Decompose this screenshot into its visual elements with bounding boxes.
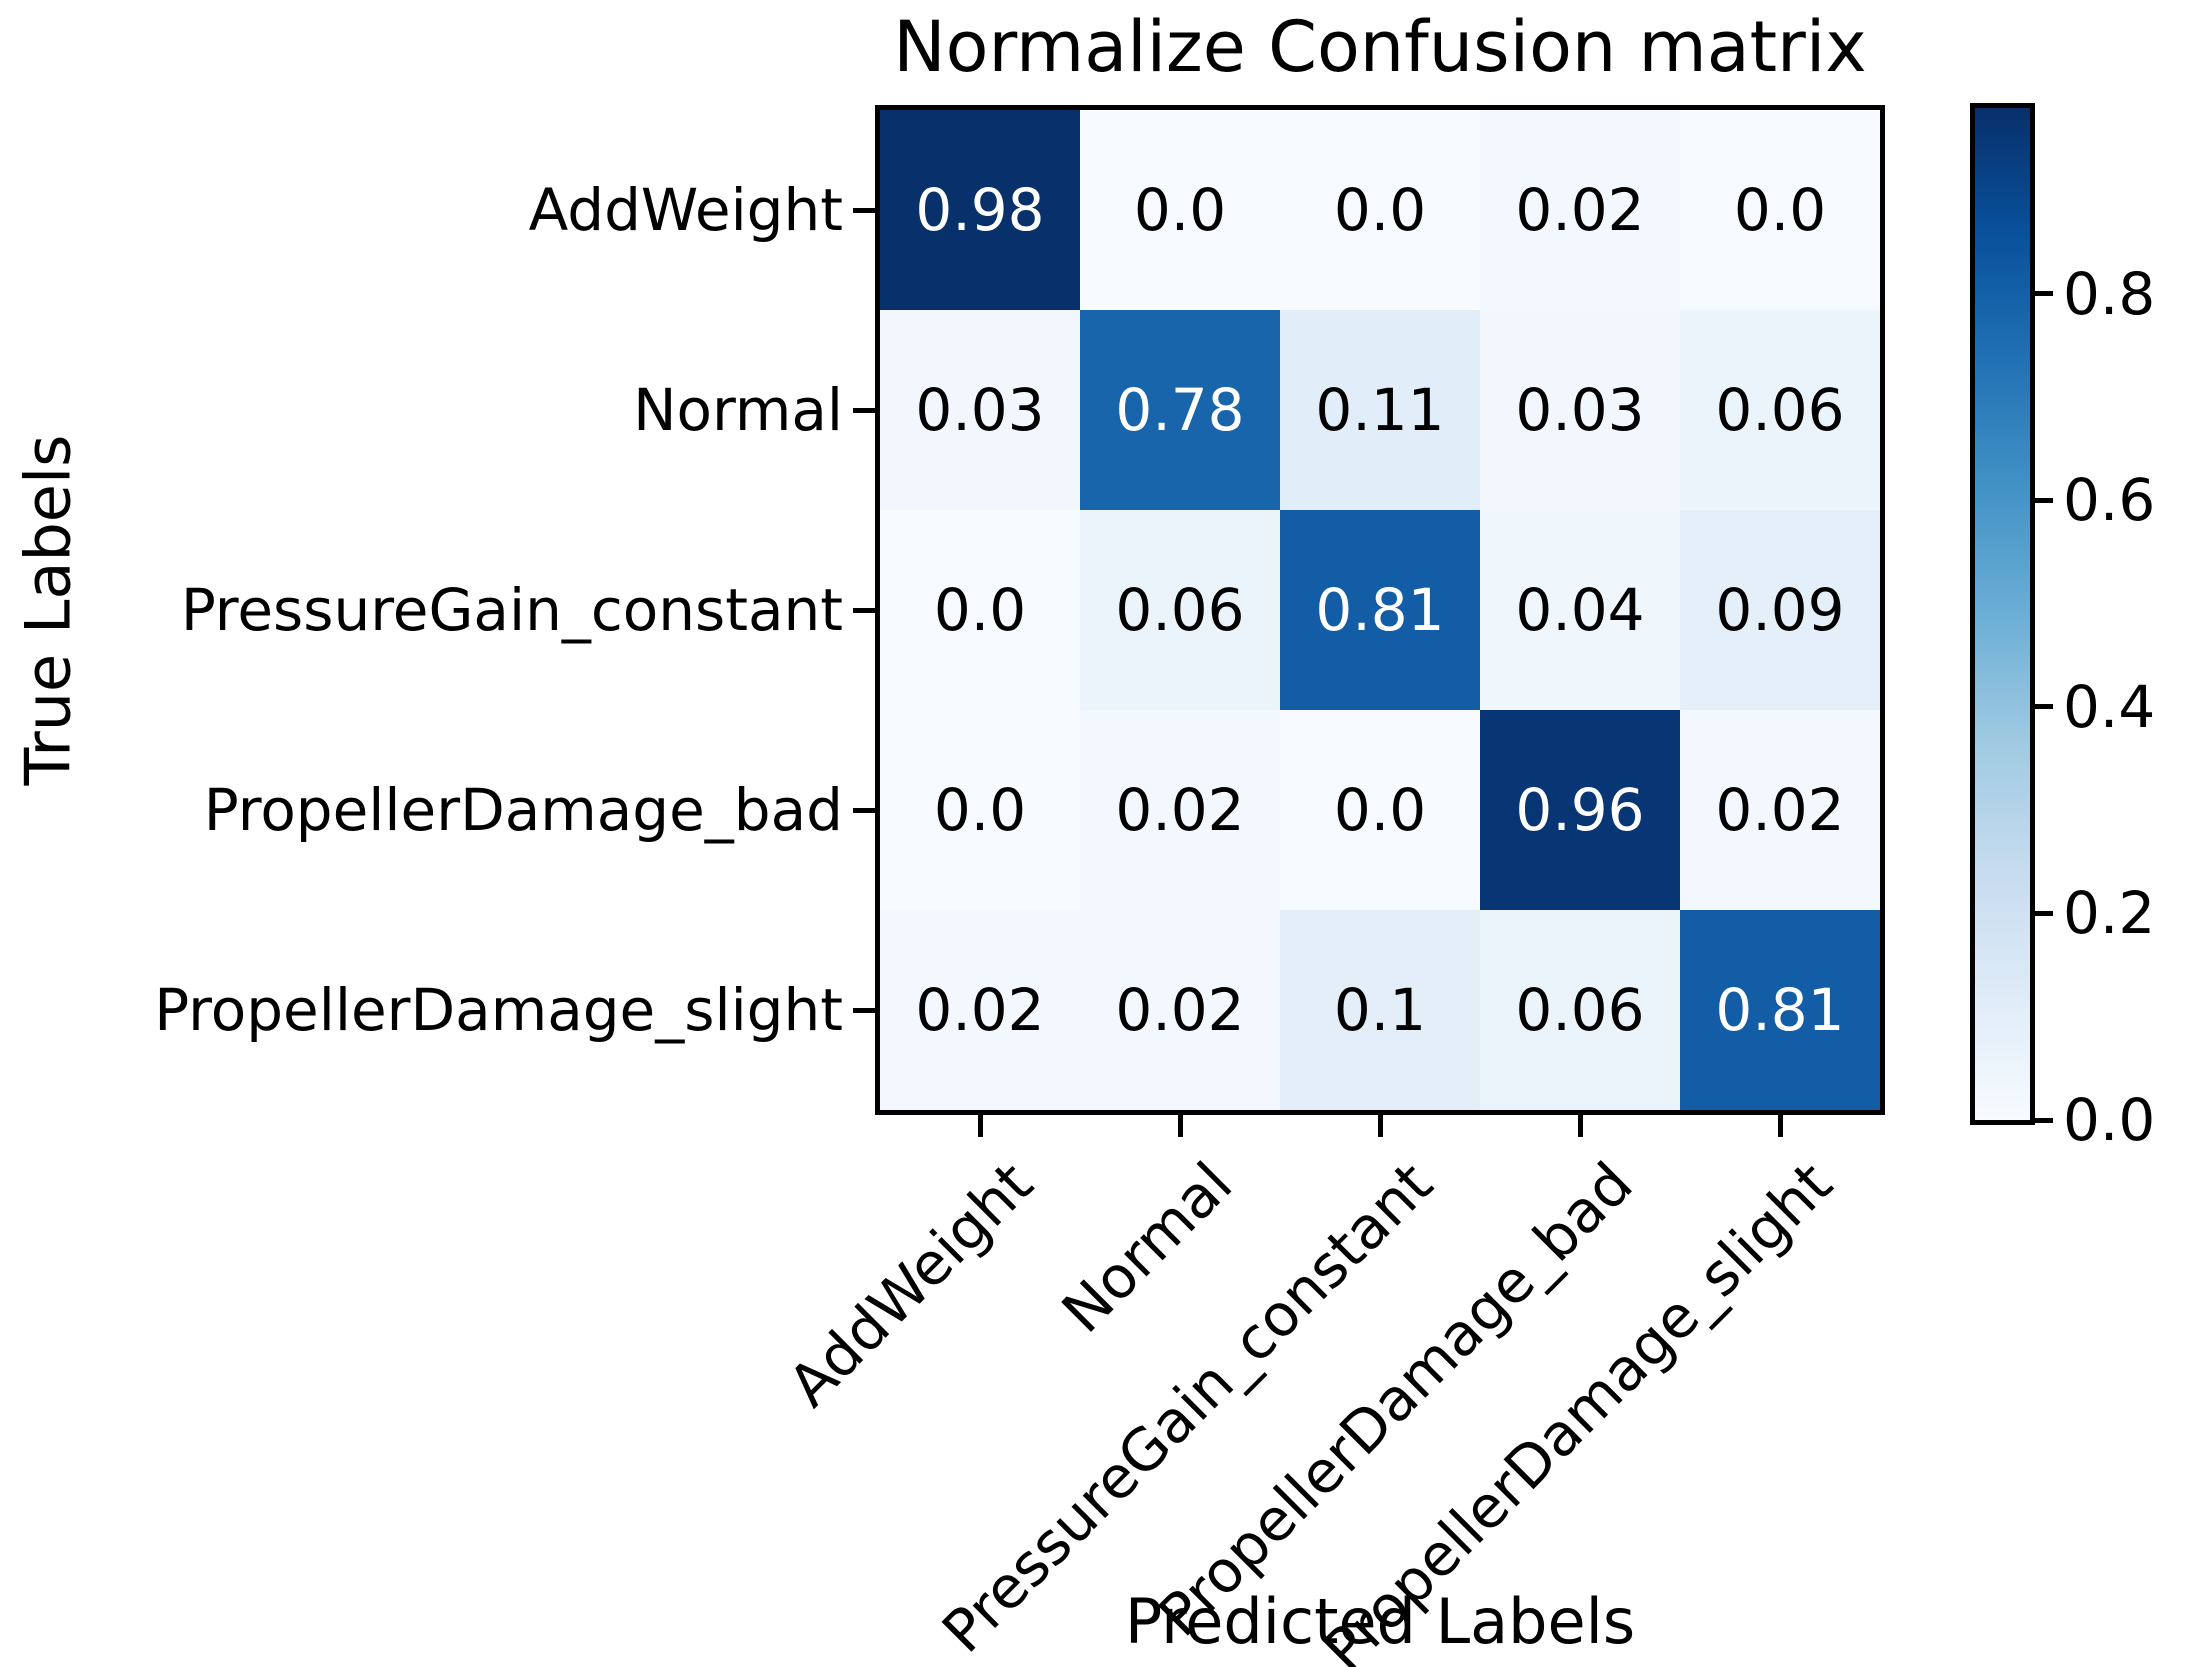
matrix-cell: 0.06 (1680, 310, 1880, 510)
matrix-cell: 0.0 (1280, 710, 1480, 910)
colorbar-tick-label: 0.6 (2063, 466, 2156, 535)
y-tick-label: Normal (633, 376, 843, 444)
colorbar-tick-mark (2035, 910, 2053, 916)
matrix-cell: 0.0 (1280, 110, 1480, 310)
colorbar-gradient (1975, 108, 2030, 1120)
matrix-cell: 0.0 (1680, 110, 1880, 310)
y-tick-mark (853, 407, 875, 413)
matrix-cell: 0.04 (1480, 510, 1680, 710)
y-tick-mark (853, 1007, 875, 1013)
x-tick-mark (977, 1115, 983, 1137)
matrix-cell: 0.81 (1680, 910, 1880, 1110)
colorbar-tick-mark (2035, 1117, 2053, 1123)
matrix-cell: 0.02 (880, 910, 1080, 1110)
y-axis-label: True Labels (11, 434, 85, 786)
matrix-cell: 0.0 (1080, 110, 1280, 310)
y-tick-mark (853, 207, 875, 213)
x-tick-label: Normal (1048, 1149, 1246, 1346)
matrix-cell: 0.03 (880, 310, 1080, 510)
x-tick-mark (1377, 1115, 1383, 1137)
x-tick-mark (1777, 1115, 1783, 1137)
matrix-cell: 0.98 (880, 110, 1080, 310)
y-tick-label: PressureGain_constant (180, 576, 843, 644)
matrix-cell: 0.03 (1480, 310, 1680, 510)
colorbar-tick-label: 0.8 (2063, 259, 2156, 328)
colorbar-tick-mark (2035, 291, 2053, 297)
matrix-cell: 0.02 (1080, 910, 1280, 1110)
matrix-cell: 0.78 (1080, 310, 1280, 510)
matrix-cell: 0.1 (1280, 910, 1480, 1110)
colorbar-tick-label: 0.4 (2063, 672, 2156, 741)
y-tick-mark (853, 607, 875, 613)
matrix-cell: 0.96 (1480, 710, 1680, 910)
x-tick-label: AddWeight (775, 1149, 1046, 1420)
matrix-cell: 0.02 (1480, 110, 1680, 310)
colorbar-tick-label: 0.2 (2063, 879, 2156, 948)
x-tick-mark (1577, 1115, 1583, 1137)
y-tick-mark (853, 807, 875, 813)
x-tick-mark (1177, 1115, 1183, 1137)
matrix-cell: 0.81 (1280, 510, 1480, 710)
matrix-cell: 0.0 (880, 510, 1080, 710)
matrix-cell: 0.02 (1080, 710, 1280, 910)
matrix-cell: 0.06 (1480, 910, 1680, 1110)
heatmap-grid: 0.98 0.0 0.0 0.02 0.0 0.03 0.78 0.11 0.03 0.06 0.0… (875, 105, 1885, 1115)
matrix-cell: 0.0 (880, 710, 1080, 910)
matrix-cell: 0.11 (1280, 310, 1480, 510)
y-tick-label: PropellerDamage_slight (154, 976, 843, 1044)
colorbar-tick-label: 0.0 (2063, 1086, 2156, 1154)
matrix-cell: 0.02 (1680, 710, 1880, 910)
colorbar-tick-mark (2035, 497, 2053, 503)
matrix-cell: 0.09 (1680, 510, 1880, 710)
colorbar (1970, 103, 2035, 1125)
x-axis-label: Predicted Labels (1124, 1585, 1636, 1658)
colorbar-tick-mark (2035, 704, 2053, 710)
y-tick-label: PropellerDamage_bad (203, 776, 843, 844)
chart-title: Normalize Confusion matrix (893, 6, 1867, 88)
y-tick-label: AddWeight (528, 176, 843, 244)
matrix-cell: 0.06 (1080, 510, 1280, 710)
